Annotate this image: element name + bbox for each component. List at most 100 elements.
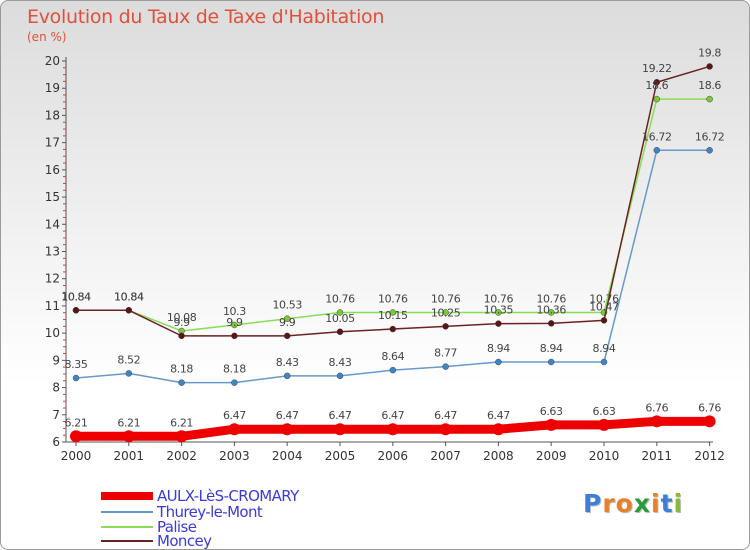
data-label-2: 10.3 (223, 305, 246, 318)
data-label-2: 10.53 (272, 299, 302, 312)
series-point-2 (495, 309, 502, 316)
series-point-1 (72, 374, 80, 382)
data-label-0: 6.76 (645, 401, 668, 414)
chart-title: Evolution du Taux de Taxe d'Habitation (27, 6, 385, 28)
series-point-3 (231, 332, 238, 340)
y-tick-label: 13 (45, 245, 60, 259)
series-point-2 (442, 309, 449, 316)
legend-swatch-thurey (101, 511, 153, 513)
series-point-1 (231, 379, 238, 386)
data-label-3: 10.47 (589, 300, 619, 313)
legend-label-aulx: AULX-LèS-CROMARY (157, 487, 299, 505)
data-label-3: 10.36 (536, 303, 566, 316)
series-point-3 (336, 328, 344, 336)
y-tick-label: 12 (45, 272, 60, 286)
data-label-1: 16.72 (695, 130, 725, 143)
y-tick-label: 9 (52, 353, 60, 367)
logo-letter: t (660, 489, 674, 518)
series-point-2 (336, 309, 344, 316)
chart-subtitle: (en %) (27, 30, 67, 44)
logo-letter: r (602, 489, 616, 518)
x-tick-label: 2003 (219, 449, 250, 463)
series-point-0 (70, 430, 82, 443)
y-tick-label: 8 (52, 381, 60, 395)
y-tick-label: 16 (45, 163, 60, 177)
series-point-3 (547, 320, 555, 327)
data-label-1: 8.94 (593, 342, 616, 355)
series-point-2 (706, 95, 713, 103)
x-tick-label: 2005 (325, 449, 356, 463)
x-tick-label: 2007 (430, 449, 461, 463)
series-point-1 (389, 366, 397, 374)
data-label-0: 6.21 (65, 416, 88, 429)
data-label-0: 6.63 (540, 405, 563, 418)
series-point-0 (175, 430, 188, 443)
logo-letter: P (583, 489, 603, 518)
data-label-3: 10.35 (484, 304, 514, 317)
logo-letter: i (673, 489, 684, 518)
data-label-0: 6.76 (698, 401, 721, 414)
data-label-2: 10.84 (61, 290, 91, 303)
legend-swatch-palise (101, 526, 153, 528)
legend-label-palise: Palise (157, 518, 197, 536)
data-label-3: 10.15 (378, 309, 408, 322)
data-label-0: 6.21 (117, 416, 140, 429)
data-label-3: 10.84 (61, 290, 91, 303)
data-label-0: 6.47 (276, 409, 299, 422)
data-label-0: 6.47 (329, 409, 352, 422)
x-tick-label: 2012 (694, 449, 725, 463)
y-tick-label: 17 (45, 136, 60, 150)
series-point-0 (228, 423, 241, 436)
y-tick-label: 19 (45, 81, 60, 95)
data-label-2: 10.76 (536, 292, 566, 305)
y-tick-label: 10 (45, 326, 60, 340)
data-label-0: 6.21 (170, 416, 193, 429)
data-label-0: 6.47 (381, 409, 404, 422)
series-point-0 (386, 423, 399, 436)
data-label-3: 10.84 (114, 290, 144, 303)
legend-label-thurey: Thurey-le-Mont (157, 503, 263, 521)
series-point-3 (442, 323, 449, 330)
data-label-3: 10.25 (431, 306, 461, 319)
series-point-3 (178, 332, 185, 340)
x-tick-label: 2001 (114, 449, 145, 463)
y-tick-label: 14 (45, 217, 60, 231)
series-point-0 (545, 418, 558, 431)
data-label-2: 10.84 (114, 290, 144, 303)
data-label-3: 10.05 (325, 312, 355, 325)
y-tick-label: 20 (45, 54, 60, 68)
series-point-3 (125, 307, 133, 314)
logo-letter: o (615, 489, 634, 518)
series-point-2 (231, 321, 238, 329)
series-point-2 (283, 315, 291, 322)
data-label-2: 10.76 (431, 292, 461, 305)
legend-swatch-moncey (101, 540, 153, 542)
series-point-1 (283, 372, 291, 380)
data-label-2: 10.76 (589, 292, 619, 305)
series-point-0 (122, 430, 135, 443)
data-label-3: 19.8 (698, 46, 721, 59)
series-point-3 (389, 325, 397, 333)
series-point-0 (439, 423, 452, 436)
series-point-0 (650, 415, 663, 428)
series-point-1 (600, 358, 608, 366)
series-point-3 (653, 78, 661, 86)
series-point-0 (703, 415, 716, 428)
data-label-1: 8.18 (223, 363, 246, 376)
data-label-1: 8.94 (540, 342, 563, 355)
series-point-3 (72, 307, 80, 314)
series-point-3 (600, 317, 608, 324)
series-point-1 (442, 363, 449, 370)
data-label-0: 6.63 (593, 405, 616, 418)
data-label-3: 9.9 (173, 316, 190, 329)
data-label-2: 10.76 (378, 292, 408, 305)
x-tick-label: 2011 (642, 449, 673, 463)
data-label-1: 8.35 (65, 358, 88, 371)
logo-letter: x (633, 489, 651, 518)
series-point-1 (653, 147, 661, 154)
series-point-1 (125, 370, 133, 377)
x-tick-label: 2010 (589, 449, 620, 463)
series-point-0 (334, 423, 346, 436)
